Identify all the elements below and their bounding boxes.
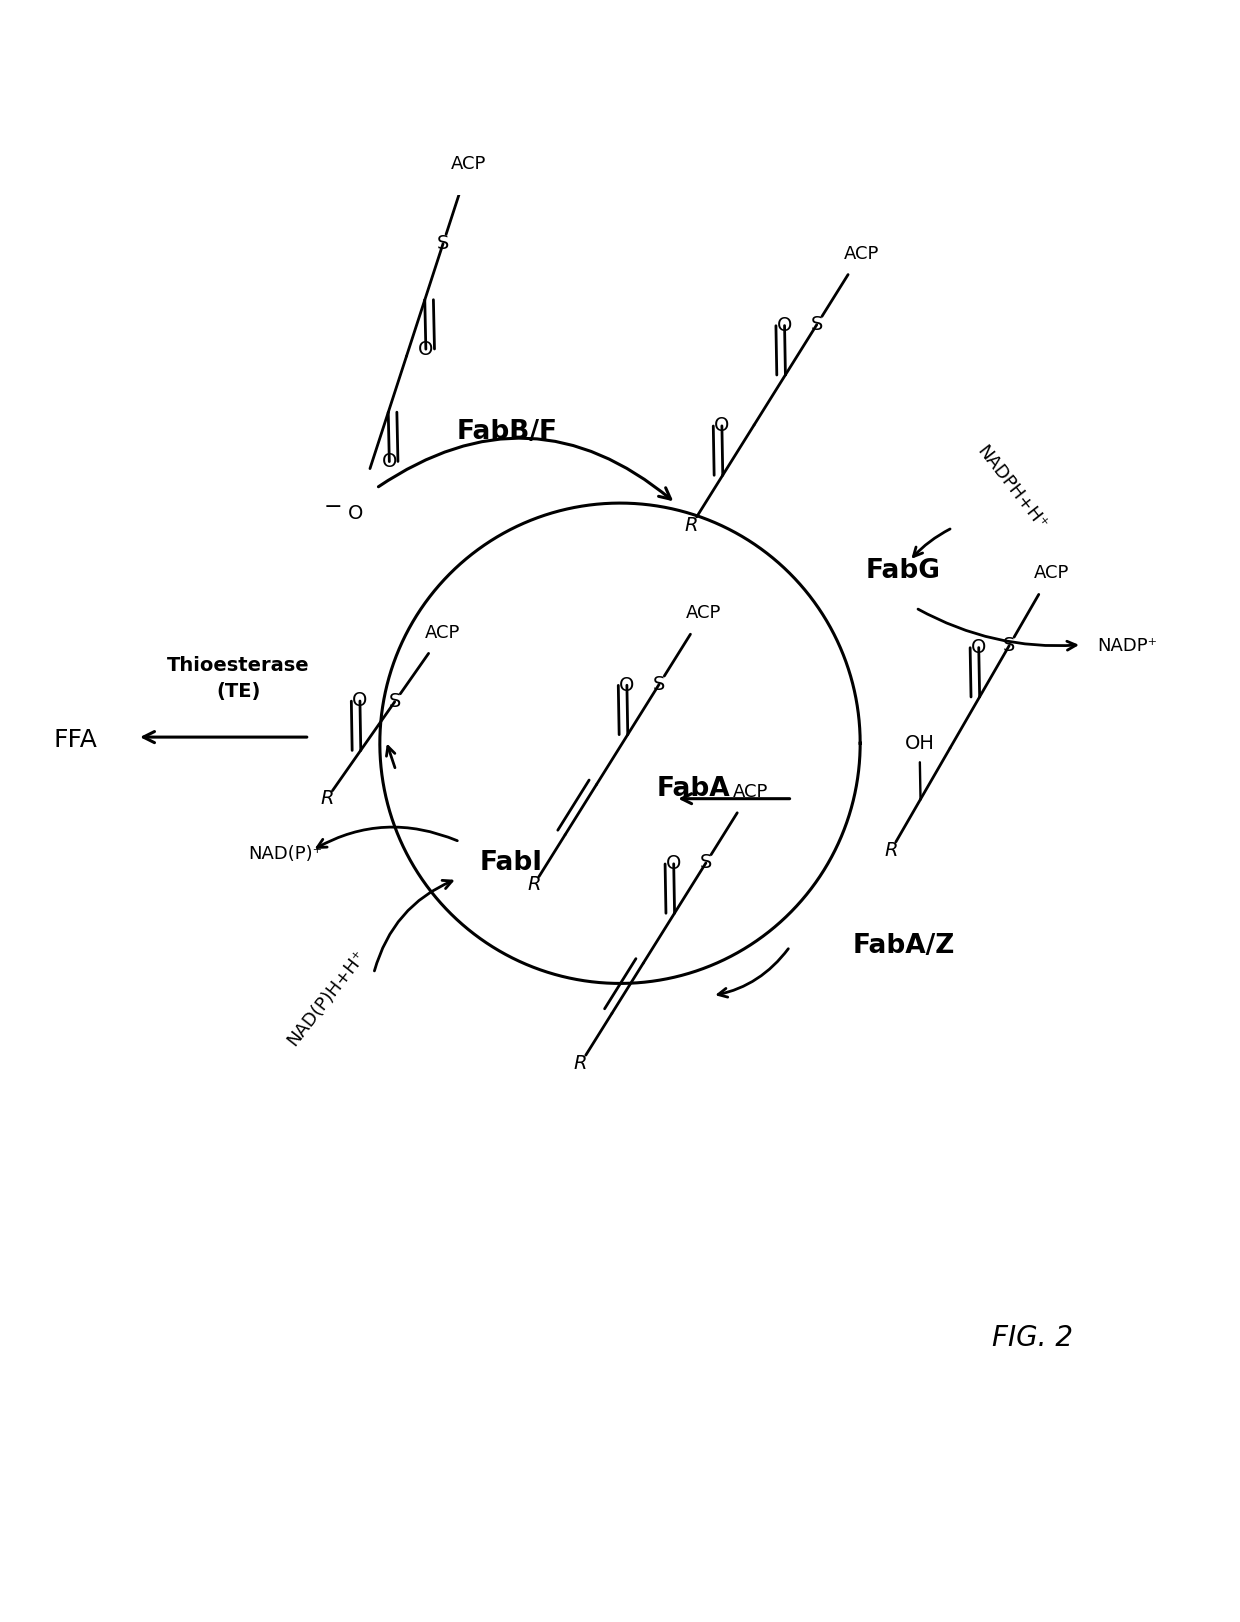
Text: NADPH+H⁺: NADPH+H⁺ [973,443,1050,534]
Text: ACP: ACP [425,624,460,642]
Text: S: S [811,315,823,334]
Text: O: O [382,453,397,470]
Text: O: O [666,855,682,873]
Text: O: O [352,691,367,710]
Text: ACP: ACP [733,783,768,801]
Text: R: R [574,1054,588,1074]
Text: Thioesterase: Thioesterase [167,657,310,675]
Text: FabB/F: FabB/F [456,418,557,444]
Text: FFA: FFA [53,728,98,751]
Text: FabI: FabI [480,850,543,876]
Text: O: O [777,316,792,336]
Text: O: O [619,676,635,694]
Text: FabA: FabA [657,775,730,801]
Text: NADP⁺: NADP⁺ [1097,637,1157,655]
Text: O: O [348,503,363,522]
Text: FabG: FabG [866,558,941,584]
Text: −: − [324,496,342,517]
Text: ACP: ACP [843,245,879,263]
Text: ACP: ACP [1033,564,1069,582]
Text: S: S [436,234,449,253]
Text: O: O [971,637,987,657]
Text: S: S [653,675,666,694]
Text: S: S [388,693,401,712]
Text: ACP: ACP [686,605,722,623]
Text: OH: OH [904,735,935,753]
Text: ACP: ACP [451,156,486,174]
Text: O: O [714,417,729,435]
Text: S: S [1003,636,1016,655]
Text: R: R [320,790,334,808]
Text: NAD(P)H+H⁺: NAD(P)H+H⁺ [284,947,370,1049]
Text: S: S [699,853,712,873]
Text: (TE): (TE) [216,681,260,701]
Text: R: R [884,840,898,860]
Text: O: O [418,339,434,358]
Text: R: R [527,876,541,894]
Text: FabA/Z: FabA/Z [852,934,955,960]
Text: FIG. 2: FIG. 2 [992,1324,1073,1353]
Text: NAD(P)⁺: NAD(P)⁺ [248,845,322,863]
Text: R: R [684,516,698,535]
